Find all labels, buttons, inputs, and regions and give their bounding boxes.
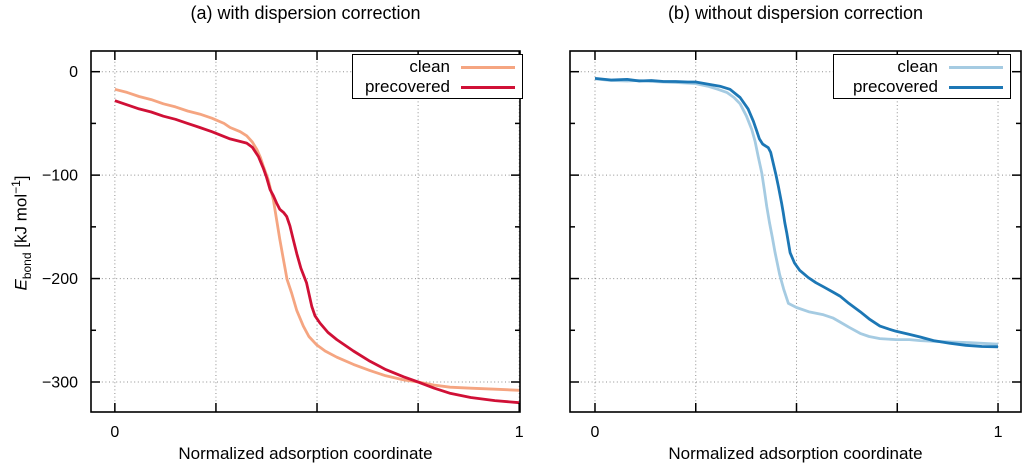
panel-b-title: (b) without dispersion correction [667,3,924,23]
y-tick-label: −200 [42,271,78,288]
y-tick-label: −100 [42,168,78,185]
y-tick-label: 0 [69,64,78,81]
series-clean [114,87,520,392]
series-precovered [114,99,520,405]
y-axis-exponent: −1 [9,180,23,194]
panel-a-x-axis-label: Normalized adsorption coordinate [178,444,433,463]
legend-label-precovered: precovered [364,77,450,96]
legend-line-clean [461,65,515,69]
legend-line-precovered [949,85,1003,89]
legend-panel-b: clean precovered [833,54,1011,99]
legend-item: clean [834,57,1003,77]
legend-item: precovered [353,77,515,97]
x-tick-label: 0 [591,424,600,441]
legend-label-precovered: precovered [852,77,938,96]
y-axis-unit-close: ] [11,175,31,181]
legend-line-precovered [461,85,515,89]
y-axis-label: Ebond [kJ mol−1] [9,133,35,333]
y-axis-unit: [kJ mol [11,193,31,253]
x-tick-label: 0 [110,424,119,441]
legend-line-clean [949,65,1003,69]
y-axis-subscript: bond [20,252,35,280]
plot-border [569,50,1022,413]
legend-item: precovered [834,77,1003,97]
x-tick-label: 1 [994,424,1003,441]
series-clean [594,77,999,346]
plot-border [90,50,521,413]
panel-b-x-axis-label: Normalized adsorption coordinate [668,444,923,463]
legend-item: clean [353,57,515,77]
series-precovered [594,77,999,349]
y-axis-variable: E [11,279,31,291]
legend-panel-a: clean precovered [352,54,523,99]
x-tick-label: 1 [515,424,524,441]
legend-label-clean: clean [409,57,450,76]
panel-a-title: (a) with dispersion correction [190,3,421,23]
y-tick-label: −300 [42,375,78,392]
legend-label-clean: clean [897,57,938,76]
